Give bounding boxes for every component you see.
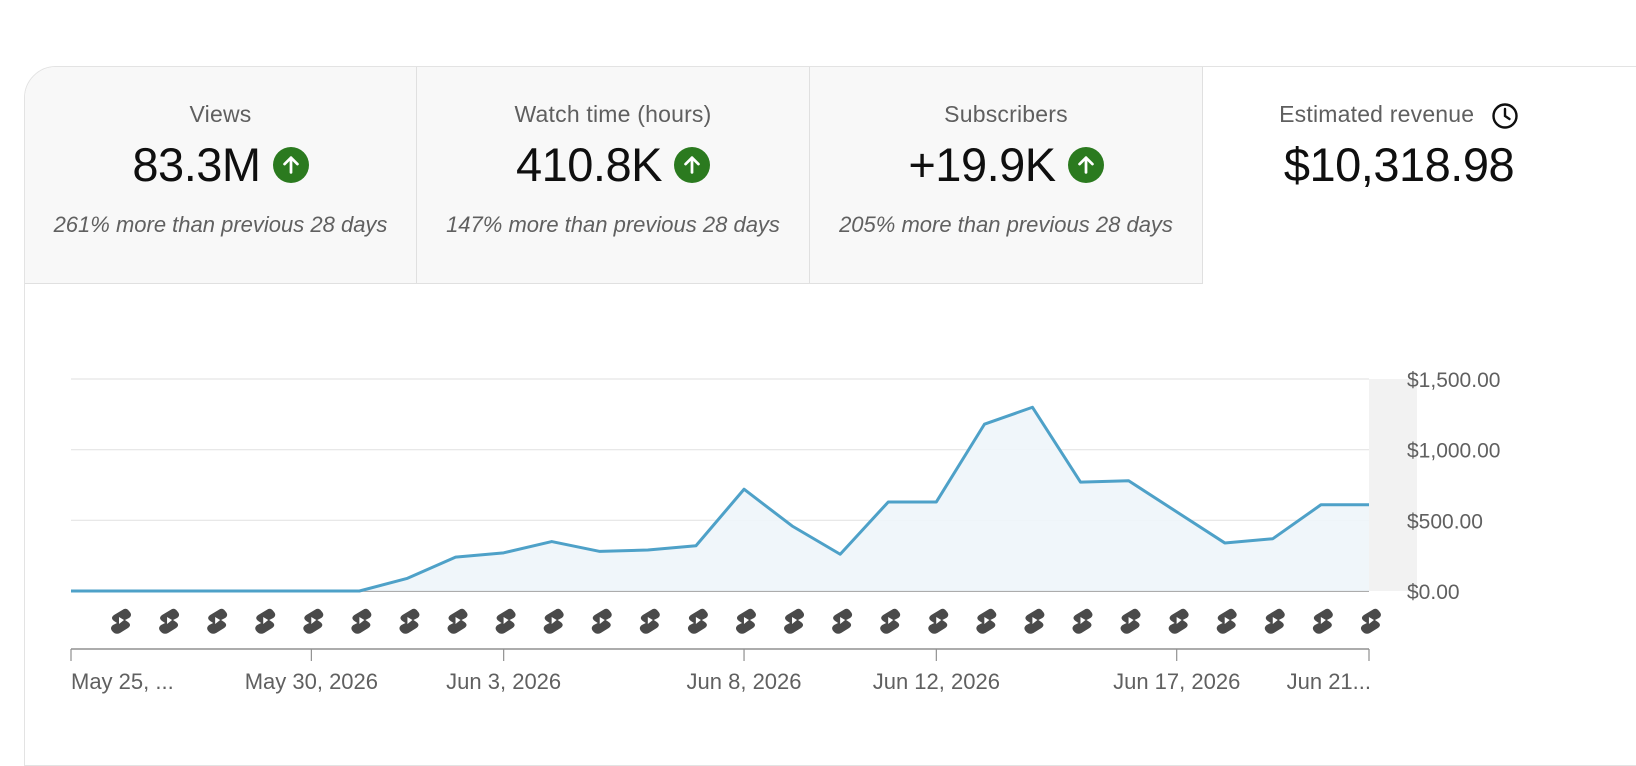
revenue-area <box>71 407 1369 591</box>
shorts-icon[interactable] <box>448 609 468 634</box>
tab-revenue-value: $10,318.98 <box>1284 141 1514 188</box>
shorts-icon[interactable] <box>1217 609 1237 634</box>
shorts-icon[interactable] <box>688 609 708 634</box>
shorts-icon[interactable] <box>1072 609 1092 634</box>
x-tick-label: Jun 17, 2026 <box>1113 669 1240 694</box>
tab-views-value: 83.3M <box>132 141 260 188</box>
x-tick-label: Jun 3, 2026 <box>446 669 561 694</box>
shorts-icon[interactable] <box>928 609 948 634</box>
shorts-icon[interactable] <box>784 609 804 634</box>
tab-estimated-revenue[interactable]: Estimated revenue $10,318.98 <box>1203 67 1595 284</box>
shorts-icon[interactable] <box>1024 609 1044 634</box>
tab-subscribers-value: +19.9K <box>908 141 1055 188</box>
shorts-icon[interactable] <box>640 609 660 634</box>
shorts-icon[interactable] <box>880 609 900 634</box>
shorts-icon[interactable] <box>736 609 756 634</box>
y-tick-label: $1,500.00 <box>1407 369 1500 392</box>
shorts-icon[interactable] <box>159 609 179 634</box>
tab-watch-time-value: 410.8K <box>516 141 662 188</box>
shorts-icon[interactable] <box>1313 609 1333 634</box>
shorts-icon[interactable] <box>1265 609 1285 634</box>
tab-views-title: Views <box>25 101 416 128</box>
tab-revenue-title-row: Estimated revenue <box>1203 101 1595 130</box>
x-tick-label: May 30, 2026 <box>245 669 378 694</box>
shorts-icon[interactable] <box>303 609 323 634</box>
shorts-icon[interactable] <box>399 609 419 634</box>
tab-subscribers-comparison: 205% more than previous 28 days <box>810 212 1202 238</box>
y-tick-label: $0.00 <box>1407 581 1460 604</box>
arrow-up-icon <box>1068 147 1104 183</box>
tab-views-comparison: 261% more than previous 28 days <box>25 212 416 238</box>
analytics-card: Views 83.3M 261% more than previous 28 d… <box>24 66 1636 766</box>
shorts-icon[interactable] <box>1361 609 1381 634</box>
metric-tabs: Views 83.3M 261% more than previous 28 d… <box>25 67 1636 284</box>
shorts-icon[interactable] <box>592 609 612 634</box>
shorts-icon[interactable] <box>976 609 996 634</box>
shorts-icon[interactable] <box>111 609 131 634</box>
clock-icon[interactable] <box>1491 102 1519 130</box>
x-tick-label: Jun 12, 2026 <box>873 669 1000 694</box>
revenue-chart: $1,500.00 $1,000.00 $500.00 $0.00 May 25, ..… <box>25 284 1636 766</box>
x-tick-label: Jun 8, 2026 <box>687 669 802 694</box>
tab-watch-time-comparison: 147% more than previous 28 days <box>417 212 809 238</box>
arrow-up-icon <box>273 147 309 183</box>
shorts-icon[interactable] <box>255 609 275 634</box>
x-tick-label: Jun 21... <box>1287 669 1371 694</box>
y-tick-label: $500.00 <box>1407 510 1483 533</box>
x-tick-label: May 25, ... <box>71 669 174 694</box>
tab-subscribers-title: Subscribers <box>810 101 1202 128</box>
shorts-icon[interactable] <box>351 609 371 634</box>
tab-watch-time[interactable]: Watch time (hours) 410.8K 147% more than… <box>417 67 810 284</box>
y-tick-label: $1,000.00 <box>1407 440 1500 463</box>
tab-watch-time-title: Watch time (hours) <box>417 101 809 128</box>
shorts-icon[interactable] <box>496 609 516 634</box>
tab-views[interactable]: Views 83.3M 261% more than previous 28 d… <box>25 67 417 284</box>
shorts-icon[interactable] <box>832 609 852 634</box>
shorts-icon[interactable] <box>207 609 227 634</box>
shorts-icon[interactable] <box>1121 609 1141 634</box>
tab-subscribers[interactable]: Subscribers +19.9K 205% more than previo… <box>810 67 1203 284</box>
revenue-chart-svg: $1,500.00 $1,000.00 $500.00 $0.00 May 25, ..… <box>25 284 1635 764</box>
arrow-up-icon <box>674 147 710 183</box>
shorts-icon[interactable] <box>544 609 564 634</box>
shorts-icon[interactable] <box>1169 609 1189 634</box>
current-period-shade <box>1369 379 1417 591</box>
tab-revenue-title: Estimated revenue <box>1279 101 1474 127</box>
